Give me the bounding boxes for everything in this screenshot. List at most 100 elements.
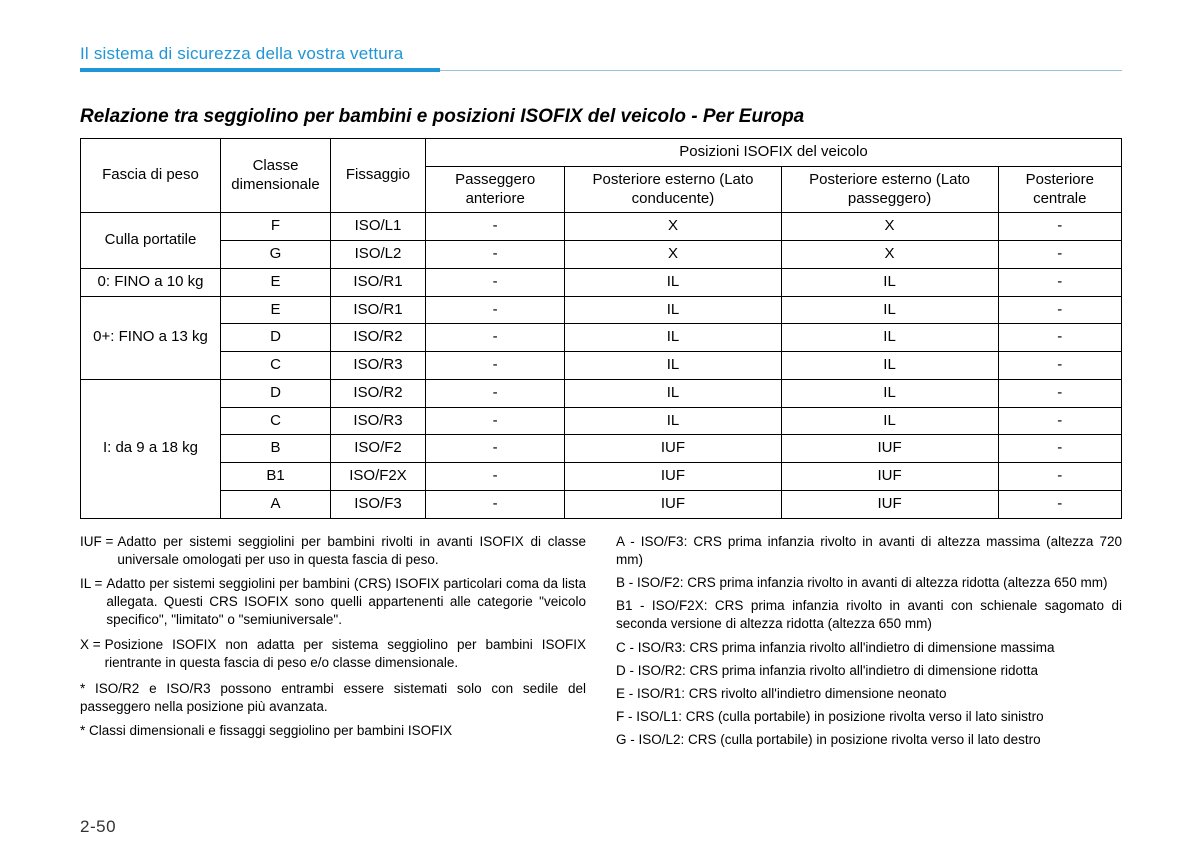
- def-iuf-label: IUF =: [80, 533, 113, 569]
- cell-pos: -: [998, 241, 1121, 269]
- header-rule: [80, 68, 1122, 72]
- table-row: B1ISO/F2X-IUFIUF-: [81, 463, 1122, 491]
- isofix-table: Fascia di peso Classe dimensionale Fissa…: [80, 138, 1122, 519]
- cell-pos: -: [998, 379, 1121, 407]
- class-c: C - ISO/R3: CRS prima infanzia rivolto a…: [616, 639, 1122, 657]
- cell-pos: -: [426, 463, 565, 491]
- col-class: Classe dimensionale: [221, 139, 331, 213]
- rule-thin: [440, 70, 1122, 71]
- class-a: A - ISO/F3: CRS prima infanzia rivolto i…: [616, 533, 1122, 569]
- cell-pos: IL: [565, 324, 781, 352]
- cell-class: A: [221, 490, 331, 518]
- rule-thick: [80, 68, 440, 72]
- cell-fix: ISO/R2: [331, 379, 426, 407]
- table-row: 0: FINO a 10 kgEISO/R1-ILIL-: [81, 268, 1122, 296]
- table-row: CISO/R3-ILIL-: [81, 407, 1122, 435]
- col-pos-front: Passeggero anteriore: [426, 166, 565, 213]
- def-iuf: IUF = Adatto per sistemi seggiolini per …: [80, 533, 586, 569]
- cell-pos: IL: [781, 407, 998, 435]
- cell-class: B: [221, 435, 331, 463]
- table-row: 0+: FINO a 13 kgEISO/R1-ILIL-: [81, 296, 1122, 324]
- cell-pos: IUF: [781, 435, 998, 463]
- cell-pos: -: [998, 490, 1121, 518]
- cell-fix: ISO/F2: [331, 435, 426, 463]
- class-g: G - ISO/L2: CRS (culla portabile) in pos…: [616, 731, 1122, 749]
- col-weight: Fascia di peso: [81, 139, 221, 213]
- cell-pos: -: [426, 268, 565, 296]
- cell-pos: -: [426, 324, 565, 352]
- table-row: AISO/F3-IUFIUF-: [81, 490, 1122, 518]
- cell-weight: 0+: FINO a 13 kg: [81, 296, 221, 379]
- cell-pos: IUF: [781, 463, 998, 491]
- cell-pos: -: [426, 296, 565, 324]
- note-2: * Classi dimensionali e fissaggi seggiol…: [80, 722, 586, 740]
- cell-pos: X: [781, 241, 998, 269]
- cell-fix: ISO/R2: [331, 324, 426, 352]
- cell-pos: IL: [565, 352, 781, 380]
- page-number: 2-50: [80, 817, 116, 837]
- cell-class: E: [221, 296, 331, 324]
- cell-pos: IL: [781, 352, 998, 380]
- cell-pos: -: [998, 213, 1121, 241]
- cell-pos: IUF: [565, 490, 781, 518]
- col-pos-rear-drv: Posteriore esterno (Lato conducente): [565, 166, 781, 213]
- class-b1: B1 - ISO/F2X: CRS prima infanzia rivolto…: [616, 597, 1122, 633]
- cell-pos: IL: [565, 379, 781, 407]
- cell-pos: -: [426, 407, 565, 435]
- cell-fix: ISO/L1: [331, 213, 426, 241]
- cell-pos: X: [781, 213, 998, 241]
- cell-class: E: [221, 268, 331, 296]
- table-row: CISO/R3-ILIL-: [81, 352, 1122, 380]
- cell-class: D: [221, 324, 331, 352]
- table-row: Culla portatileFISO/L1-XX-: [81, 213, 1122, 241]
- cell-pos: IL: [565, 407, 781, 435]
- class-b: B - ISO/F2: CRS prima infanzia rivolto i…: [616, 574, 1122, 592]
- cell-fix: ISO/R1: [331, 268, 426, 296]
- cell-weight: 0: FINO a 10 kg: [81, 268, 221, 296]
- cell-class: C: [221, 407, 331, 435]
- cell-pos: IL: [781, 379, 998, 407]
- cell-pos: -: [998, 324, 1121, 352]
- cell-pos: -: [998, 407, 1121, 435]
- note-1: * ISO/R2 e ISO/R3 possono entrambi esser…: [80, 680, 586, 716]
- cell-pos: X: [565, 241, 781, 269]
- page-subtitle: Relazione tra seggiolino per bambini e p…: [80, 106, 1122, 128]
- cell-pos: IL: [565, 268, 781, 296]
- cell-pos: -: [998, 352, 1121, 380]
- class-f: F - ISO/L1: CRS (culla portabile) in pos…: [616, 708, 1122, 726]
- def-iuf-text: Adatto per sistemi seggiolini per bambin…: [117, 533, 586, 569]
- legend-left-col: IUF = Adatto per sistemi seggiolini per …: [80, 533, 586, 755]
- cell-pos: X: [565, 213, 781, 241]
- def-il-text: Adatto per sistemi seggiolini per bambin…: [106, 575, 586, 630]
- cell-fix: ISO/R3: [331, 407, 426, 435]
- table-row: GISO/L2-XX-: [81, 241, 1122, 269]
- cell-fix: ISO/R3: [331, 352, 426, 380]
- cell-class: B1: [221, 463, 331, 491]
- def-x-label: X =: [80, 636, 101, 672]
- def-il-label: IL =: [80, 575, 102, 630]
- table-row: I: da 9 a 18 kgDISO/R2-ILIL-: [81, 379, 1122, 407]
- class-e: E - ISO/R1: CRS rivolto all'indietro dim…: [616, 685, 1122, 703]
- cell-fix: ISO/F3: [331, 490, 426, 518]
- cell-pos: IL: [781, 324, 998, 352]
- cell-pos: -: [998, 463, 1121, 491]
- cell-pos: -: [426, 379, 565, 407]
- cell-fix: ISO/R1: [331, 296, 426, 324]
- cell-pos: IL: [781, 268, 998, 296]
- cell-pos: -: [998, 296, 1121, 324]
- cell-pos: -: [426, 352, 565, 380]
- cell-pos: -: [998, 268, 1121, 296]
- legend: IUF = Adatto per sistemi seggiolini per …: [80, 533, 1122, 755]
- cell-class: D: [221, 379, 331, 407]
- cell-weight: I: da 9 a 18 kg: [81, 379, 221, 518]
- cell-pos: IUF: [565, 463, 781, 491]
- cell-class: G: [221, 241, 331, 269]
- section-title: Il sistema di sicurezza della vostra vet…: [80, 44, 1122, 64]
- table-row: BISO/F2-IUFIUF-: [81, 435, 1122, 463]
- cell-pos: -: [426, 213, 565, 241]
- cell-fix: ISO/L2: [331, 241, 426, 269]
- col-pos-rear-pass: Posteriore esterno (Lato passeggero): [781, 166, 998, 213]
- cell-pos: -: [998, 435, 1121, 463]
- cell-class: C: [221, 352, 331, 380]
- class-d: D - ISO/R2: CRS prima infanzia rivolto a…: [616, 662, 1122, 680]
